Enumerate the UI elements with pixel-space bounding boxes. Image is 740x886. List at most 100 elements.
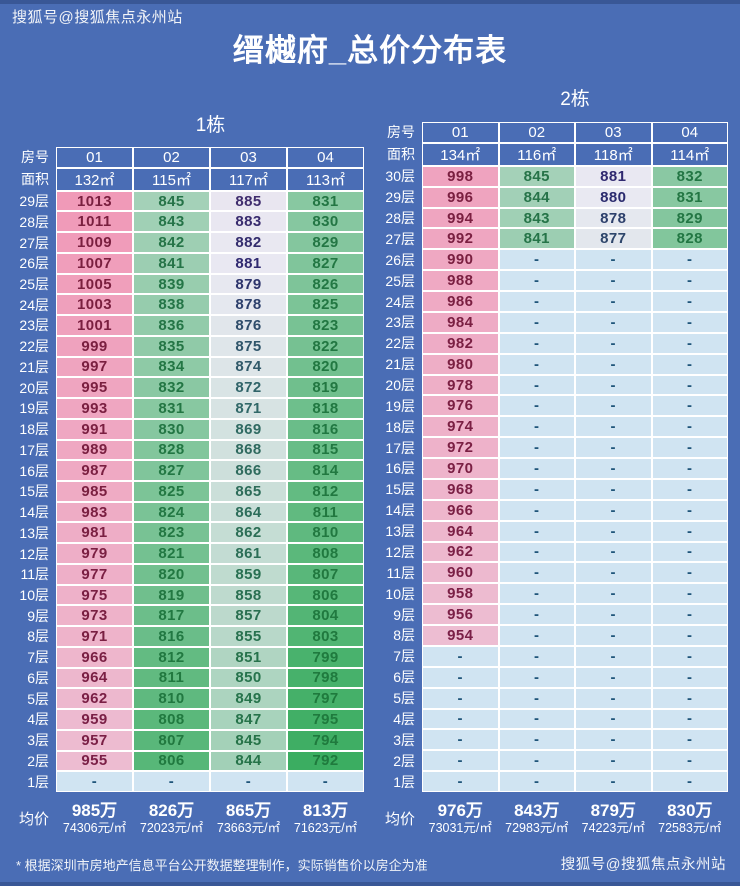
average-unit-price: 72583元/㎡ (658, 820, 722, 835)
price-cell: - (575, 604, 652, 626)
price-cell: 855 (210, 626, 287, 647)
price-cell: 825 (133, 481, 210, 502)
price-cell: 843 (498, 207, 575, 229)
price-cell: 981 (56, 522, 133, 544)
price-cell: 881 (210, 252, 287, 274)
price-cell: 980 (422, 353, 499, 375)
price-cell: - (498, 708, 575, 730)
price-cell: 821 (133, 543, 210, 564)
sohu-watermark-top: 搜狐号@搜狐焦点永州站 (12, 9, 183, 26)
average-unit-price: 73031元/㎡ (428, 820, 492, 835)
price-cell: 844 (210, 750, 287, 772)
price-cell: 810 (287, 522, 364, 544)
price-cell: 857 (210, 605, 287, 627)
building-2-price-table: 房号 01 02 03 04 面积 134㎡ 116㎡ 118㎡ 114㎡ 30层 998 845 881… (374, 122, 728, 792)
price-cell: 957 (56, 729, 133, 751)
price-cell: 968 (422, 478, 499, 500)
average-price-cell: 813万 71623元/㎡ (287, 795, 364, 841)
floor-label: 17层 (385, 439, 415, 456)
price-cell: - (575, 541, 652, 563)
price-cell: 958 (422, 583, 499, 605)
floor-label: 3层 (393, 731, 415, 748)
price-cell: 819 (133, 584, 210, 606)
average-total-price: 976万 (437, 800, 483, 820)
price-cell: 806 (287, 584, 364, 606)
room-number-cell: 02 (133, 147, 210, 168)
price-cell: 954 (422, 625, 499, 646)
price-cell: 841 (133, 252, 210, 274)
floor-label: 29层 (19, 193, 49, 210)
price-cell: 979 (56, 543, 133, 564)
area-header-label: 面积 (387, 146, 415, 163)
price-cell: 820 (133, 563, 210, 585)
price-cell: 973 (56, 605, 133, 627)
floor-label: 9层 (393, 606, 415, 623)
price-cell: 823 (287, 315, 364, 336)
price-cell: 999 (56, 335, 133, 357)
floor-label: 5层 (27, 690, 49, 707)
price-cell: - (498, 583, 575, 605)
price-cell: 995 (56, 377, 133, 399)
price-cell: 962 (56, 688, 133, 710)
area-cell: 132㎡ (56, 167, 133, 191)
price-cell: 825 (287, 294, 364, 316)
floor-label: 21层 (385, 356, 415, 373)
area-cell: 117㎡ (210, 167, 287, 191)
price-cell: 858 (210, 584, 287, 606)
price-cell: 845 (498, 165, 575, 187)
price-cell: - (498, 520, 575, 542)
price-cell: 879 (210, 273, 287, 295)
room-number-cell: 01 (422, 122, 499, 143)
price-cell: 998 (422, 165, 499, 187)
floor-label: 22层 (385, 335, 415, 352)
price-cell: - (651, 478, 728, 500)
page-title: 缙樾府_总价分布表 (232, 33, 508, 68)
price-cell: - (575, 332, 652, 354)
price-cell: 964 (422, 520, 499, 542)
price-cell: 986 (422, 291, 499, 312)
price-cell: 869 (210, 418, 287, 440)
floor-label: 7层 (27, 649, 49, 666)
price-cell: 827 (133, 460, 210, 481)
price-cell: 828 (651, 228, 728, 250)
price-cell: 989 (56, 439, 133, 461)
floor-label: 3层 (27, 732, 49, 749)
price-cell: 836 (133, 315, 210, 336)
price-cell: - (651, 583, 728, 605)
floor-label: 26层 (385, 251, 415, 268)
price-cell: 845 (210, 729, 287, 751)
price-cell: 1001 (56, 315, 133, 336)
price-cell: - (422, 750, 499, 772)
price-cell: 797 (287, 688, 364, 710)
average-price-cell: 826万 72023元/㎡ (133, 795, 210, 841)
price-cell: - (498, 353, 575, 375)
price-cell: - (575, 625, 652, 646)
price-cell: - (651, 353, 728, 375)
average-unit-price: 73663元/㎡ (216, 820, 281, 835)
price-cell: - (422, 666, 499, 688)
floor-label: 2层 (393, 752, 415, 769)
price-cell: - (575, 374, 652, 396)
floor-label: 11层 (386, 564, 415, 581)
price-cell: - (498, 374, 575, 396)
price-cell: - (422, 729, 499, 751)
price-cell: 828 (133, 439, 210, 461)
price-cell: - (133, 771, 210, 792)
price-cell: 804 (287, 605, 364, 627)
floor-label: 14层 (385, 502, 415, 519)
floor-label: 17层 (19, 441, 49, 458)
price-cell: - (651, 374, 728, 396)
price-cell: - (56, 771, 133, 792)
price-cell: - (575, 249, 652, 271)
floor-label: 21层 (19, 358, 49, 375)
price-cell: 808 (287, 543, 364, 564)
price-cell: 839 (133, 273, 210, 295)
average-price-cell: 865万 73663元/㎡ (210, 795, 287, 841)
price-cell: - (210, 771, 287, 792)
floor-label: 24层 (19, 296, 49, 313)
price-cell: 985 (56, 481, 133, 502)
floor-label: 12层 (385, 543, 415, 560)
price-cell: 864 (210, 501, 287, 523)
average-price-cell: 985万 74306元/㎡ (56, 795, 133, 841)
price-cell: 1009 (56, 232, 133, 253)
